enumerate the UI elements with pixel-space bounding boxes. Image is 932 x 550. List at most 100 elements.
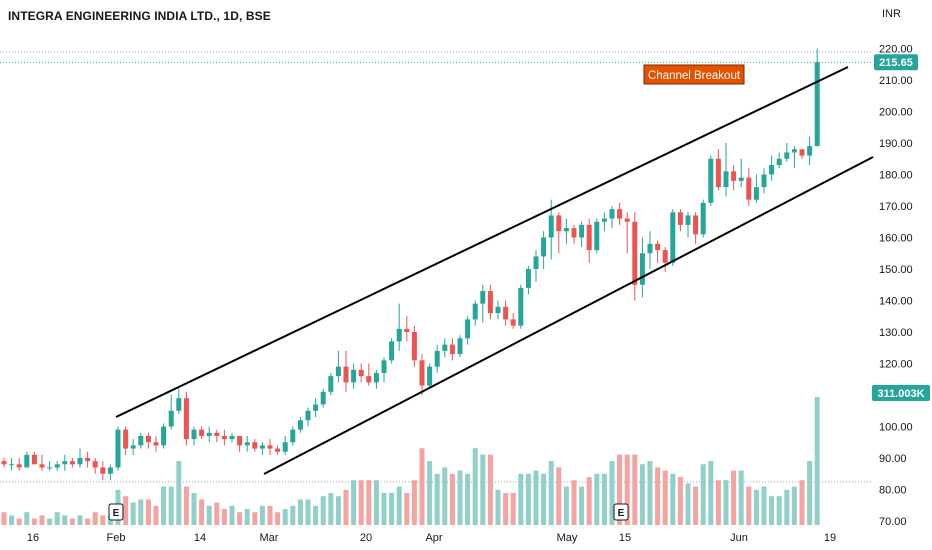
candle-body[interactable] — [31, 454, 37, 465]
candle-body[interactable] — [47, 467, 53, 469]
candle-body[interactable] — [161, 426, 167, 446]
candle-body[interactable] — [54, 464, 60, 468]
candle-body[interactable] — [183, 398, 189, 440]
candle-body[interactable] — [123, 429, 129, 449]
candle-body[interactable] — [655, 243, 661, 251]
candle-body[interactable] — [229, 435, 235, 440]
candle-body[interactable] — [693, 215, 699, 235]
candle-body[interactable] — [738, 177, 744, 181]
candle-body[interactable] — [465, 319, 471, 339]
candle-body[interactable] — [434, 350, 440, 367]
candle-body[interactable] — [130, 445, 136, 449]
candle-body[interactable] — [39, 464, 45, 468]
candle-body[interactable] — [639, 253, 645, 285]
candle-body[interactable] — [731, 171, 737, 181]
candle-body[interactable] — [69, 461, 75, 465]
candle-body[interactable] — [168, 410, 174, 427]
candle-body[interactable] — [525, 269, 531, 288]
candle-body[interactable] — [518, 287, 524, 326]
candle-body[interactable] — [404, 328, 410, 332]
candle-body[interactable] — [396, 328, 402, 342]
candle-body[interactable] — [267, 445, 273, 449]
candle-body[interactable] — [571, 228, 577, 238]
candle-body[interactable] — [145, 435, 151, 443]
candle-body[interactable] — [138, 435, 144, 446]
candle-body[interactable] — [495, 306, 501, 314]
candle-body[interactable] — [206, 432, 212, 436]
candle-body[interactable] — [1, 461, 7, 465]
candle-body[interactable] — [647, 243, 653, 254]
candle-body[interactable] — [107, 467, 113, 474]
candle-body[interactable] — [776, 158, 782, 166]
candle-body[interactable] — [24, 454, 30, 468]
candle-body[interactable] — [153, 442, 159, 446]
candle-body[interactable] — [199, 429, 205, 436]
candle-body[interactable] — [677, 212, 683, 225]
candle-body[interactable] — [609, 209, 615, 219]
candle-body[interactable] — [290, 429, 296, 443]
candle-body[interactable] — [176, 398, 182, 411]
candle-body[interactable] — [753, 187, 759, 200]
candle-body[interactable] — [746, 177, 752, 200]
candle-body[interactable] — [807, 146, 813, 156]
candle-body[interactable] — [16, 464, 22, 468]
candle-body[interactable] — [533, 256, 539, 269]
candle-body[interactable] — [472, 303, 478, 320]
candle-body[interactable] — [381, 360, 387, 373]
candle-body[interactable] — [373, 372, 379, 383]
candle-body[interactable] — [214, 432, 220, 436]
candle-body[interactable] — [115, 429, 121, 468]
candle-body[interactable] — [556, 215, 562, 232]
candle-body[interactable] — [541, 237, 547, 257]
candle-body[interactable] — [351, 369, 357, 383]
candle-body[interactable] — [715, 158, 721, 188]
candle-body[interactable] — [320, 391, 326, 405]
candle-body[interactable] — [685, 215, 691, 225]
candle-body[interactable] — [594, 221, 600, 251]
candle-body[interactable] — [335, 366, 341, 377]
candle-body[interactable] — [305, 410, 311, 421]
earnings-marker[interactable] — [613, 503, 629, 521]
candle-body[interactable] — [328, 376, 334, 392]
candle-body[interactable] — [244, 442, 250, 446]
candle-body[interactable] — [617, 209, 623, 219]
candle-body[interactable] — [791, 149, 797, 153]
candle-body[interactable] — [275, 448, 281, 452]
candle-body[interactable] — [708, 158, 714, 203]
candle-body[interactable] — [411, 332, 417, 361]
candle-body[interactable] — [563, 228, 569, 232]
candle-body[interactable] — [9, 464, 15, 466]
candle-body[interactable] — [799, 149, 805, 156]
candle-body[interactable] — [100, 467, 106, 474]
candle-body[interactable] — [503, 306, 509, 320]
candle-body[interactable] — [480, 291, 486, 304]
candle-body[interactable] — [343, 366, 349, 383]
candle-body[interactable] — [442, 344, 448, 351]
candle-body[interactable] — [457, 338, 463, 355]
candle-body[interactable] — [579, 224, 585, 238]
candle-body[interactable] — [487, 291, 493, 314]
candle-body[interactable] — [814, 62, 820, 147]
candle-body[interactable] — [761, 174, 767, 188]
candle-body[interactable] — [624, 218, 630, 222]
earnings-marker[interactable] — [108, 503, 124, 521]
candle-body[interactable] — [358, 369, 364, 377]
candle-body[interactable] — [670, 212, 676, 263]
candle-body[interactable] — [510, 319, 516, 326]
candle-body[interactable] — [221, 435, 227, 440]
candle-body[interactable] — [449, 344, 455, 355]
candle-body[interactable] — [586, 224, 592, 251]
candle-body[interactable] — [92, 461, 98, 468]
candle-body[interactable] — [427, 366, 433, 386]
candle-body[interactable] — [601, 218, 607, 222]
candle-body[interactable] — [282, 442, 288, 452]
candle-body[interactable] — [662, 250, 668, 263]
candle-body[interactable] — [389, 341, 395, 361]
candle-body[interactable] — [77, 458, 83, 465]
candle-body[interactable] — [313, 404, 319, 411]
candle-body[interactable] — [62, 461, 68, 465]
candle-body[interactable] — [259, 445, 265, 449]
candle-body[interactable] — [784, 152, 790, 159]
candle-body[interactable] — [419, 360, 425, 386]
